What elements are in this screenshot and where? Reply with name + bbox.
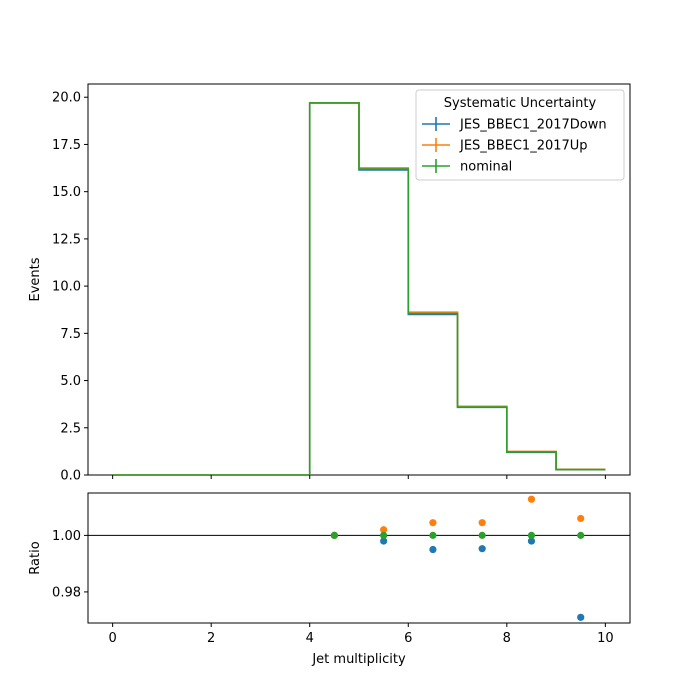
ratio-y-axis: 0.98 1.00 (52, 529, 88, 600)
main-series-group (112, 102, 606, 476)
ratio-point-2-3 (478, 531, 486, 539)
y-tick-label-1: 2.5 (60, 421, 81, 436)
ratio-x-axis: 0 2 4 6 8 10 (108, 623, 614, 646)
ratio-point-0-5 (577, 613, 585, 621)
legend-label-1: JES_BBEC1_2017Up (459, 139, 588, 154)
main-panel: 0.02.55.07.510.012.515.017.520.0 Events … (28, 83, 631, 484)
ratio-point-0-1 (380, 537, 388, 545)
histogram-series-2 (112, 102, 606, 476)
ratio-point-0-2 (429, 545, 437, 554)
legend: Systematic Uncertainty JES_BBEC1_2017Dow… (415, 89, 625, 181)
x-axis-label: Jet multiplicity (311, 652, 406, 667)
legend-entry-2: nominal (422, 159, 512, 175)
ratio-points-group (330, 495, 585, 621)
main-y-axis-label: Events (28, 257, 43, 301)
legend-entries: JES_BBEC1_2017Down JES_BBEC1_2017Upnomina… (422, 117, 607, 175)
legend-entry-0: JES_BBEC1_2017Down (422, 117, 607, 133)
x-tick-label-0: 0 (108, 631, 116, 646)
ratio-point-2-0 (330, 531, 338, 539)
ratio-point-0-4 (527, 537, 536, 545)
y-tick-label-4: 10.0 (52, 280, 81, 295)
legend-title: Systematic Uncertainty (444, 96, 597, 111)
ratio-point-1-5 (577, 514, 585, 523)
x-tick-label-4: 8 (503, 631, 511, 646)
main-x-axis (112, 475, 606, 479)
ratio-point-0-3 (478, 545, 486, 553)
ratio-point-2-5 (577, 531, 585, 539)
y-tick-label-5: 12.5 (52, 232, 81, 247)
legend-entry-1: JES_BBEC1_2017Up (422, 138, 588, 154)
ratio-plot-frame (87, 492, 631, 624)
ratio-y-tick-label-0: 0.98 (52, 585, 81, 600)
ratio-point-2-2 (429, 531, 437, 539)
legend-box (415, 89, 625, 181)
y-tick-label-2: 5.0 (60, 374, 81, 389)
ratio-y-tick-label-1: 1.00 (52, 529, 81, 544)
legend-label-2: nominal (460, 160, 512, 175)
ratio-point-1-4 (527, 495, 536, 503)
ratio-point-2-1 (380, 531, 388, 539)
y-tick-label-7: 17.5 (52, 138, 81, 153)
y-tick-label-0: 0.0 (60, 469, 81, 484)
x-tick-label-2: 4 (306, 631, 314, 646)
x-tick-label-3: 6 (404, 631, 412, 646)
y-tick-label-8: 20.0 (52, 91, 81, 106)
main-plot-frame (87, 83, 631, 476)
y-tick-label-3: 7.5 (60, 327, 81, 342)
ratio-point-1-2 (429, 519, 437, 527)
x-tick-label-5: 10 (597, 631, 614, 646)
main-y-axis: 0.0 2.5 5.0 7.5 10.0 12.5 15.0 17.5 20.0 (52, 91, 88, 484)
y-tick-label-6: 15.0 (52, 185, 81, 200)
ratio-point-2-4 (527, 531, 536, 539)
x-tick-label-1: 2 (207, 631, 215, 646)
ratio-y-axis-label: Ratio (28, 541, 43, 574)
ratio-panel: 0.98 1.00 0 2 4 6 8 10 Ratio Jet multiplicity (28, 492, 631, 667)
legend-label-0: JES_BBEC1_2017Down (459, 118, 607, 133)
ratio-point-1-3 (478, 519, 486, 527)
ratio-point-1-1 (380, 526, 388, 534)
